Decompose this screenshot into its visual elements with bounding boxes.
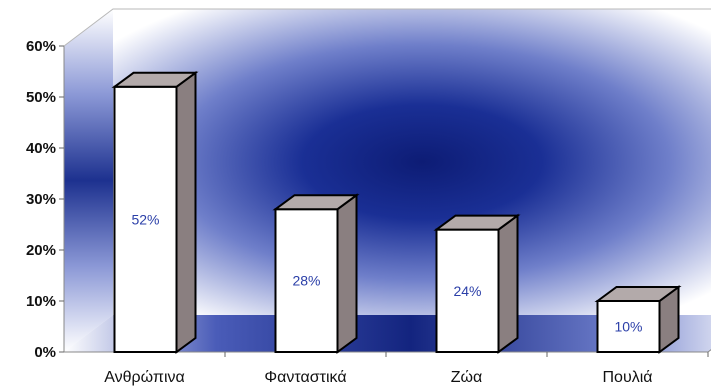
bar-top xyxy=(433,214,521,231)
bar: 24% xyxy=(433,213,521,354)
x-axis-categories: Ανθρώπινα Φανταστικά Ζώα Πουλιά xyxy=(104,352,709,386)
chart-back-wall xyxy=(113,9,711,315)
category-label: Ανθρώπινα xyxy=(104,369,185,386)
bar-side xyxy=(336,193,358,354)
chart-side-wall xyxy=(64,9,113,352)
bar-top xyxy=(111,71,199,88)
y-tick-label: 50% xyxy=(26,89,56,106)
data-label: 52% xyxy=(131,211,159,227)
y-tick-label: 0% xyxy=(34,344,56,361)
chart-walls xyxy=(64,9,711,352)
data-label: 28% xyxy=(292,273,320,289)
y-tick-label: 40% xyxy=(26,140,56,157)
bar: 28% xyxy=(272,193,360,354)
bar-top xyxy=(594,286,682,302)
category-label: Φανταστικά xyxy=(264,369,346,386)
bar-top xyxy=(272,194,360,211)
bar-side xyxy=(175,70,197,354)
chart-floor xyxy=(64,315,711,352)
y-tick-label: 30% xyxy=(26,191,56,208)
y-tick-label: 20% xyxy=(26,242,56,259)
y-axis-ticks: 0% 10% 20% 30% 40% 50% 60% xyxy=(26,38,64,361)
data-label: 24% xyxy=(453,283,481,299)
category-label: Πουλιά xyxy=(602,369,652,386)
wall-outline xyxy=(63,8,711,47)
chart-bars: 52% 28% 24% 10% xyxy=(111,70,682,354)
y-tick-label: 60% xyxy=(26,38,56,55)
bar: 10% xyxy=(594,285,682,354)
bar: 52% xyxy=(111,70,199,354)
y-tick-label: 10% xyxy=(26,293,56,310)
data-label: 10% xyxy=(614,319,642,335)
category-label: Ζώα xyxy=(451,369,483,386)
bar-front xyxy=(435,228,500,354)
bar-side xyxy=(497,213,519,354)
